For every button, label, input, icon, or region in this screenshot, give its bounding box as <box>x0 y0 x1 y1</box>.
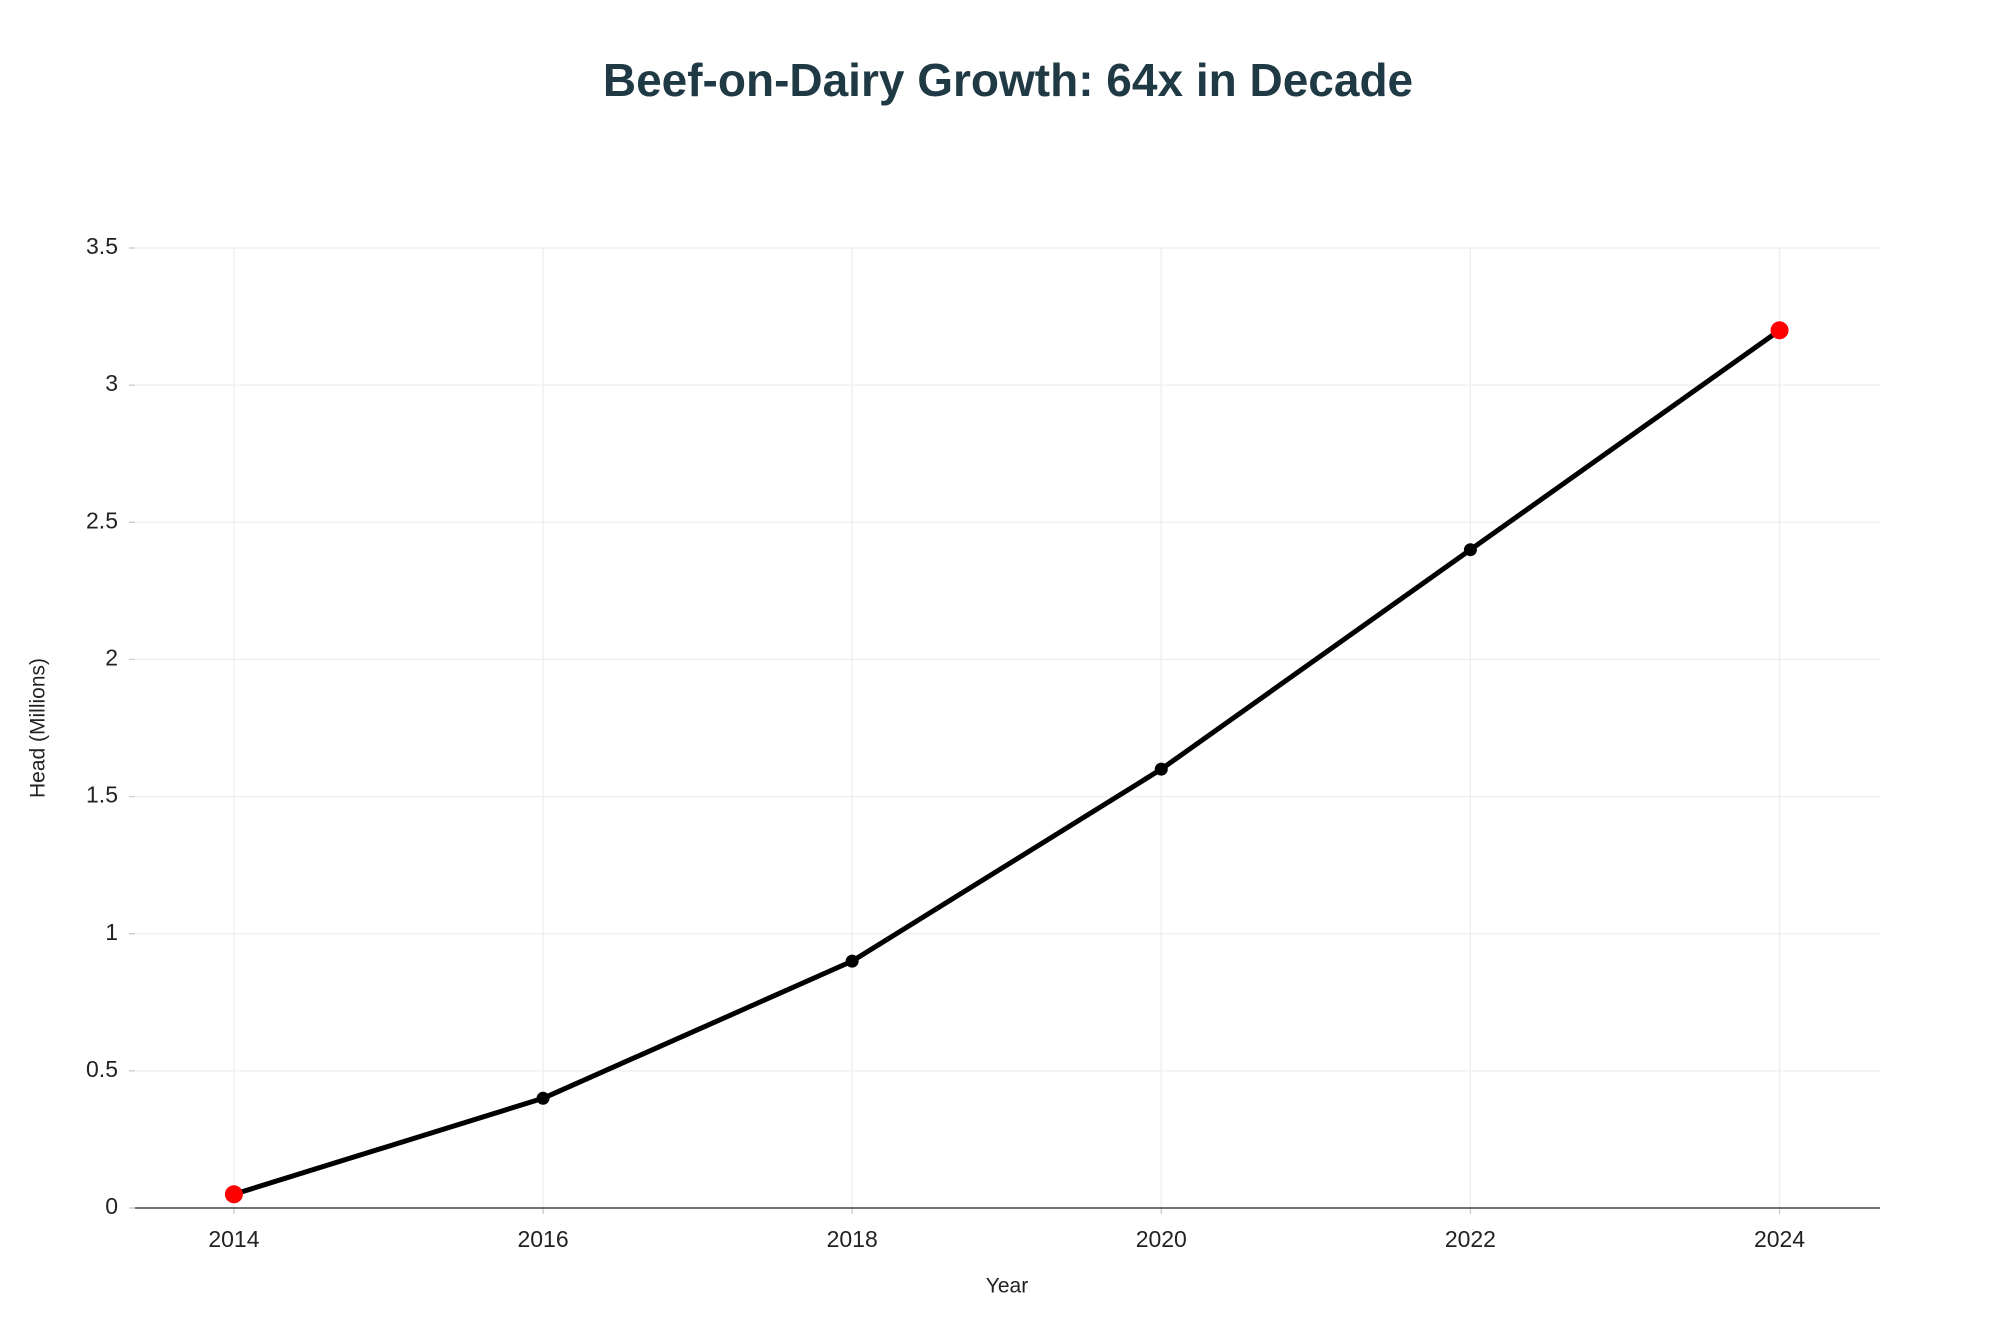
y-tick-label: 2 <box>105 645 118 671</box>
y-tick-label: 3 <box>105 370 118 396</box>
y-tick-label: 1.5 <box>86 782 118 808</box>
y-tick-label: 0.5 <box>86 1056 118 1082</box>
data-point <box>845 954 859 968</box>
x-tick-label: 2014 <box>208 1226 259 1252</box>
data-line <box>233 328 1781 1197</box>
data-point <box>536 1091 550 1105</box>
y-tick-label: 0 <box>105 1193 118 1219</box>
data-point <box>224 1185 243 1204</box>
x-tick-label: 2022 <box>1445 1226 1496 1252</box>
y-tick-label: 3.5 <box>86 233 118 259</box>
chart-title: Beef-on-Dairy Growth: 64x in Decade <box>603 54 1413 106</box>
y-tick-label: 1 <box>105 919 118 945</box>
data-point <box>1154 762 1168 776</box>
x-tick-label: 2024 <box>1754 1226 1805 1252</box>
y-tick-label: 2.5 <box>86 507 118 533</box>
x-tick-label: 2018 <box>827 1226 878 1252</box>
data-point <box>1463 543 1477 557</box>
data-point <box>1770 321 1789 340</box>
x-tick-label: 2020 <box>1136 1226 1187 1252</box>
y-axis-title: Head (Millions) <box>27 658 50 798</box>
x-axis-title: Year <box>986 1275 1028 1298</box>
x-tick-label: 2016 <box>517 1226 568 1252</box>
